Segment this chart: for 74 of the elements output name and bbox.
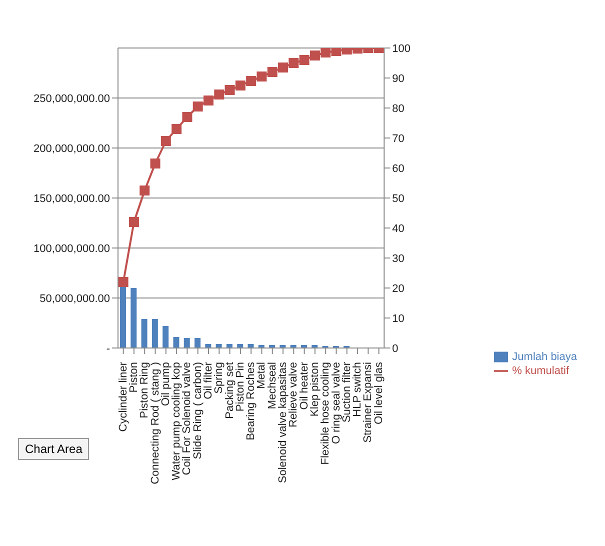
y2-tick-label: 10 bbox=[392, 312, 404, 325]
bar bbox=[173, 337, 180, 348]
x-tick-label: Oil heater bbox=[298, 362, 310, 410]
point bbox=[246, 76, 256, 86]
x-tick-label: Oil pump bbox=[160, 362, 172, 406]
y-tick-label: 250,000,000.00 bbox=[34, 92, 110, 105]
y-tick-label: 100,000,000.00 bbox=[34, 242, 110, 255]
y2-tick-label: 90 bbox=[392, 72, 404, 85]
point bbox=[172, 124, 182, 134]
point bbox=[128, 217, 139, 227]
bar bbox=[120, 286, 126, 348]
point bbox=[267, 67, 278, 77]
x-tick-label: Mechseal bbox=[266, 362, 278, 410]
y2-tick-label: 80 bbox=[392, 102, 404, 115]
bar bbox=[130, 288, 137, 348]
y2-tick-label: 50 bbox=[392, 192, 404, 205]
point bbox=[299, 55, 310, 65]
point bbox=[140, 186, 150, 196]
point bbox=[224, 85, 235, 95]
legend-label: % kumulatif bbox=[512, 364, 570, 377]
x-tick-label: Piston Ring bbox=[138, 362, 151, 418]
x-tick-label: Oil filter bbox=[202, 362, 214, 400]
x-tick-label: Suction filter bbox=[340, 362, 353, 423]
point bbox=[310, 50, 320, 60]
point bbox=[204, 96, 214, 106]
x-tick-label: Connecting Rod ( stang ) bbox=[149, 362, 162, 484]
x-tick-label: O ring seal valve bbox=[330, 362, 342, 444]
legend-label: Jumlah biaya bbox=[512, 350, 577, 363]
point bbox=[150, 158, 160, 168]
text: Chart Area bbox=[18, 438, 90, 460]
bar bbox=[152, 319, 158, 348]
y2-tick-label: 60 bbox=[392, 162, 404, 175]
y2-tick-label: 20 bbox=[392, 282, 404, 295]
point bbox=[235, 80, 246, 90]
point bbox=[331, 48, 342, 56]
y-tick-label: 150,000,000.00 bbox=[34, 192, 110, 205]
point bbox=[192, 102, 203, 112]
point bbox=[214, 90, 224, 100]
x-tick-label: Piston bbox=[128, 362, 140, 393]
x-tick-label: Flexible hose cooling bbox=[320, 362, 332, 465]
bar bbox=[194, 338, 201, 348]
point bbox=[320, 48, 331, 58]
point bbox=[278, 62, 288, 72]
y-tick-label: 50,000,000.00 bbox=[40, 292, 110, 305]
x-tick-label: Spring bbox=[213, 362, 226, 394]
y2-tick-label: 70 bbox=[392, 132, 404, 145]
bar bbox=[162, 326, 169, 348]
point bbox=[118, 277, 128, 287]
y2-tick-label: 40 bbox=[392, 222, 404, 235]
bar bbox=[141, 319, 148, 348]
point bbox=[256, 72, 267, 82]
point bbox=[182, 112, 192, 122]
point bbox=[288, 58, 299, 68]
x-tick-label: Relieve valve bbox=[288, 362, 300, 428]
y2-tick-label: 0 bbox=[392, 342, 398, 355]
bar bbox=[184, 338, 190, 348]
x-tick-label: Cyclinder liner bbox=[117, 362, 130, 432]
x-tick-label: Bearing Roches bbox=[245, 362, 258, 440]
y-tick-label: - bbox=[106, 342, 110, 355]
x-tick-label: Water pump cooling kop bbox=[170, 362, 183, 480]
x-tick-label: Solenoid valve kapasitas bbox=[277, 362, 290, 484]
x-tick-label: Klep piston bbox=[308, 362, 321, 416]
x-tick-label: HLP switch bbox=[352, 362, 364, 417]
y-tick-label: 200,000,000.00 bbox=[34, 142, 110, 155]
x-tick-label: Coil For Solenoid valve bbox=[181, 362, 194, 476]
x-tick-label: Strainer Expansi bbox=[362, 362, 374, 443]
x-tick-label: Slide Ring ( carbon) bbox=[192, 362, 204, 460]
point bbox=[160, 136, 171, 146]
x-tick-label: Packing set bbox=[224, 362, 236, 419]
x-tick-label: Metal bbox=[256, 362, 268, 389]
y2-tick-label: 30 bbox=[392, 252, 404, 265]
x-tick-label: Oil level glas bbox=[372, 362, 385, 424]
x-tick-label: Piston Pin bbox=[234, 362, 246, 412]
y2-tick-label: 100 bbox=[392, 42, 411, 55]
